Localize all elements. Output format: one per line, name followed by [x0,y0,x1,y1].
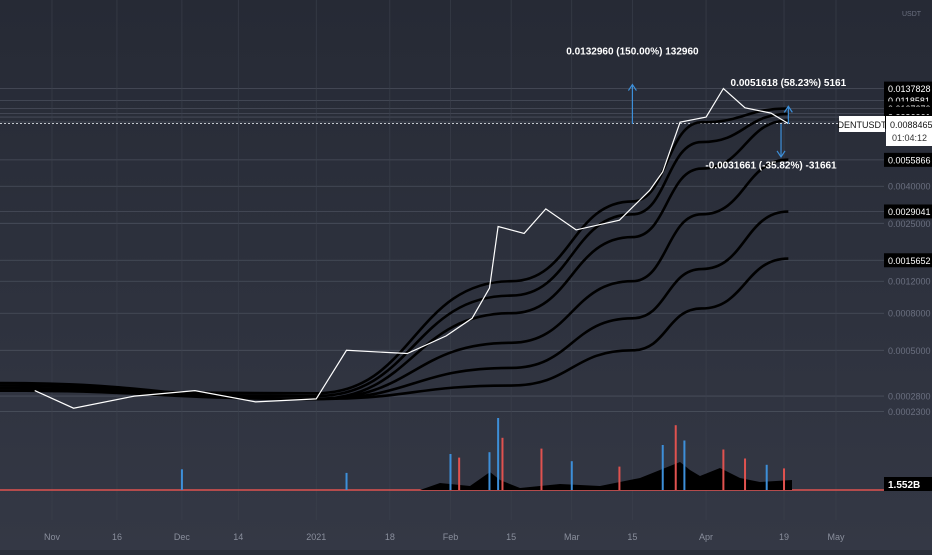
volume-bar [488,452,490,490]
time-tick-label: 19 [779,532,789,542]
last-price-label: 0.0088465 [890,120,932,130]
price-tick-label: 0.0008000 [888,309,931,319]
time-tick-label: May [827,532,845,542]
time-tick-label: Mar [564,532,580,542]
time-tick-label: Nov [44,532,61,542]
price-tick-label: 0.0015652 [888,256,931,266]
moving-average-line [0,259,788,399]
volume-bar [618,467,620,490]
volume-bar [540,449,542,490]
volume-bar [571,461,573,490]
measure-label: -0.0031661 (-35.82%) -31661 [705,161,837,172]
volume-bar [458,458,460,490]
time-axis[interactable]: Nov 16 Dec 14 2021 18 Feb 15 Mar 15 Apr 19 May [44,532,845,542]
price-tick-label: 0.0040000 [888,182,931,192]
volume-bar [449,454,451,490]
time-tick-label: Apr [699,532,713,542]
volume-bar [662,445,664,490]
volume-bar [766,465,768,490]
price-tick-label: 0.0002800 [888,392,931,402]
price-tick-label: 0.0025000 [888,219,931,229]
measure-label: 0.0132960 (150.00%) 132960 [566,47,699,58]
volume-bar [783,468,785,490]
price-line [35,89,789,409]
volume-label: 1.552B [888,480,920,491]
volume-bar [497,418,499,490]
measure-annotations: 0.0132960 (150.00%) 132960 0.0051618 (58.… [566,47,846,172]
measure-label: 0.0051618 (58.23%) 5161 [731,78,847,89]
time-tick-label: Dec [174,532,191,542]
volume-area [0,462,792,490]
time-tick-label: 15 [506,532,516,542]
time-tick-label: 2021 [306,532,326,542]
price-series [35,89,789,409]
time-tick-label: 18 [385,532,395,542]
volume-bar [501,438,503,490]
price-tick-label: 0.0137828 [888,84,931,94]
volume-bar [744,459,746,491]
volume-bar [181,469,183,490]
price-tick-label: 0.0002300 [888,407,931,417]
countdown-label: 01:04:12 [892,133,927,143]
axis-currency-label: USDT [902,11,922,18]
price-tick-label: 0.0029041 [888,207,931,217]
price-tick-label: 0.0055866 [888,155,931,165]
volume-bar [683,441,685,491]
time-tick-label: Feb [443,532,459,542]
symbol-label: DENTUSDT [838,120,888,130]
volume-bars [0,418,884,490]
volume-bar [675,425,677,490]
time-tick-label: 16 [112,532,122,542]
price-tick-label: 0.0012000 [888,277,931,287]
price-tick-label: 0.0005000 [888,346,931,356]
volume-bar [722,450,724,491]
time-tick-label: 14 [233,532,243,542]
time-tick-label: 15 [627,532,637,542]
volume-bar [346,473,348,490]
